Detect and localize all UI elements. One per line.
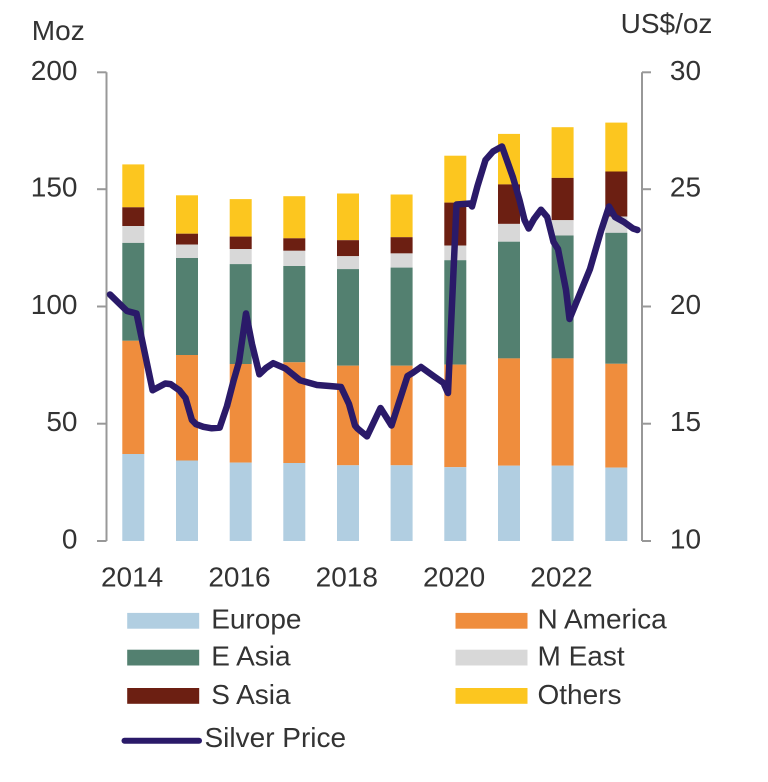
svg-text:2016: 2016 xyxy=(208,562,270,593)
svg-text:15: 15 xyxy=(670,406,701,437)
svg-text:N America: N America xyxy=(538,604,668,635)
svg-text:Silver Price: Silver Price xyxy=(205,722,347,753)
svg-text:10: 10 xyxy=(670,524,701,555)
svg-text:20: 20 xyxy=(670,289,701,320)
svg-text:US$/oz: US$/oz xyxy=(621,8,713,39)
svg-text:30: 30 xyxy=(670,55,701,86)
svg-text:100: 100 xyxy=(31,289,78,320)
svg-text:E Asia: E Asia xyxy=(211,641,291,672)
svg-text:2018: 2018 xyxy=(316,562,378,593)
svg-text:0: 0 xyxy=(62,524,78,555)
svg-text:Europe: Europe xyxy=(211,604,301,635)
svg-text:2014: 2014 xyxy=(101,562,163,593)
svg-text:Moz: Moz xyxy=(32,15,85,46)
svg-text:S Asia: S Asia xyxy=(211,679,291,710)
svg-text:2020: 2020 xyxy=(423,562,485,593)
svg-text:2022: 2022 xyxy=(530,562,592,593)
svg-text:Others: Others xyxy=(538,679,622,710)
svg-text:50: 50 xyxy=(46,406,77,437)
svg-text:25: 25 xyxy=(670,172,701,203)
svg-text:150: 150 xyxy=(31,172,78,203)
svg-text:M East: M East xyxy=(538,641,625,672)
svg-text:200: 200 xyxy=(31,55,78,86)
